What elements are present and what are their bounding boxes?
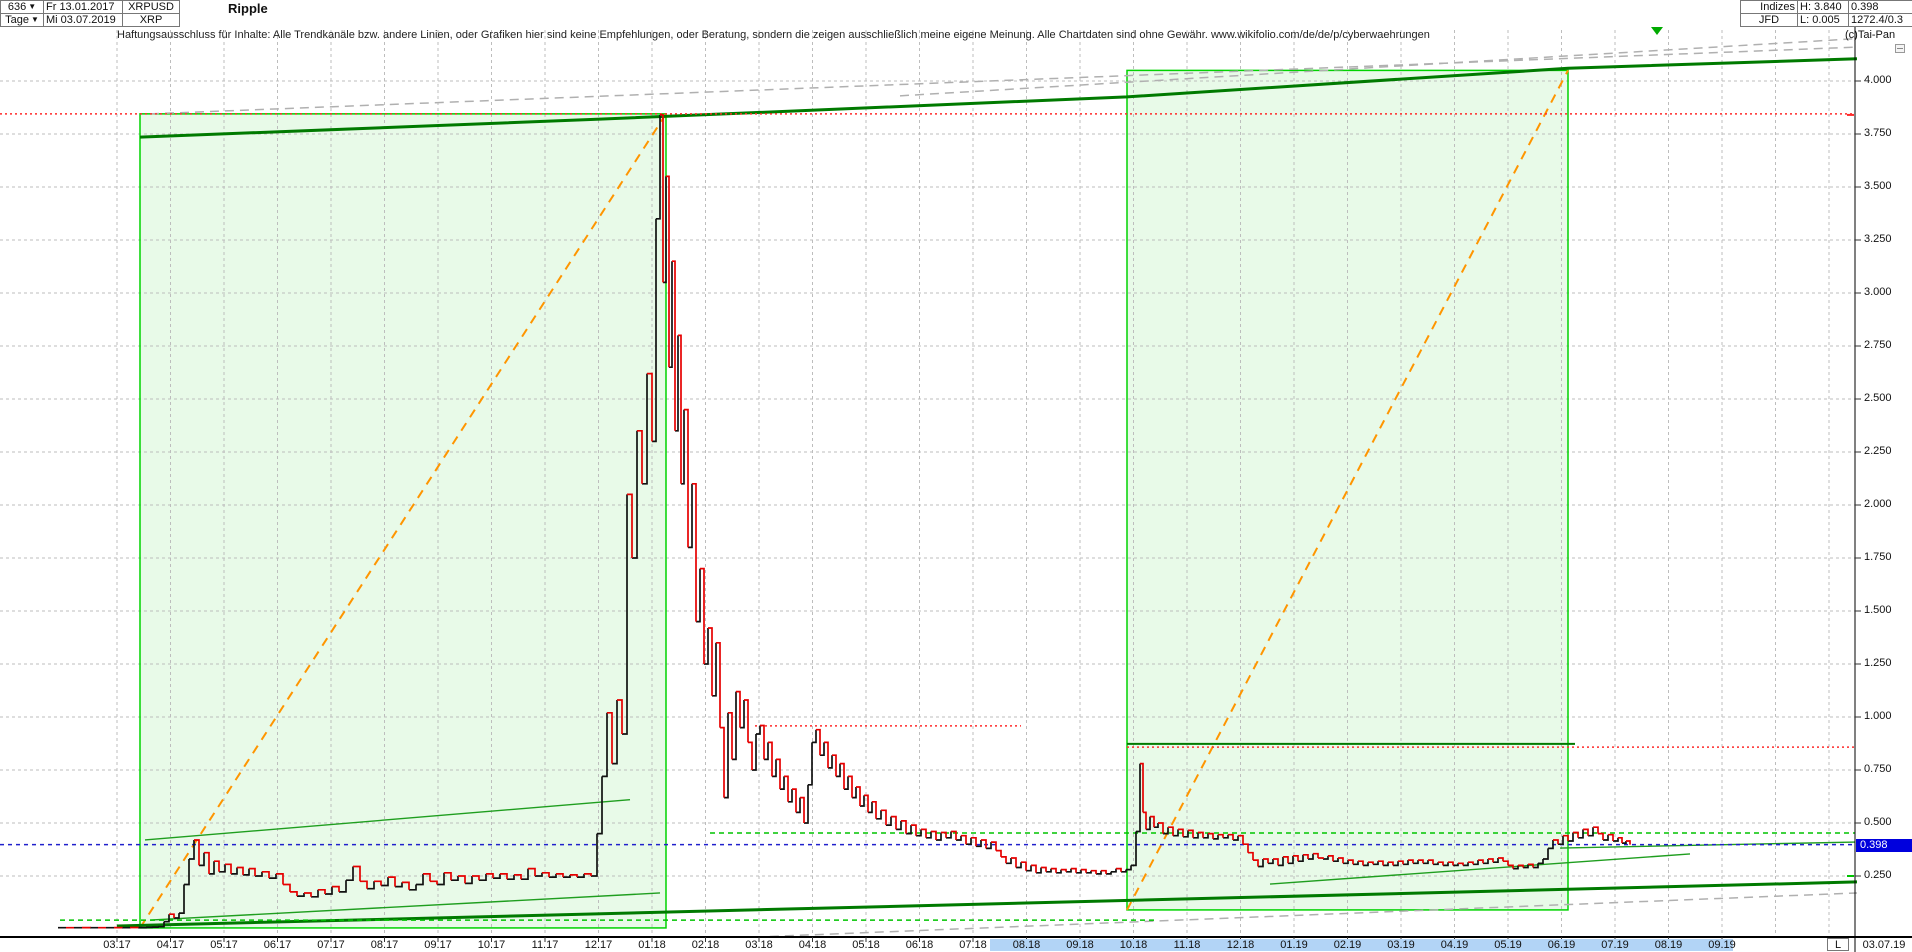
x-axis-label: 04.19 [1440,939,1469,951]
bars-count-dropdown[interactable]: 636 ▼ [0,0,44,14]
feed-label: JFD [1740,13,1798,27]
x-axis-label: 08.19 [1654,939,1683,951]
x-axis-label: 02.18 [691,939,720,951]
x-axis-label: 09.17 [424,939,452,951]
high-value: H: 3.840 [1797,0,1849,14]
volume-info: 1272.4/0.3 [1848,13,1912,27]
x-axis-label: 10.18 [1119,939,1148,951]
y-axis-label: 2.250 [1864,445,1892,457]
x-axis-label: 05.18 [852,939,880,951]
x-axis-label: 06.19 [1547,939,1576,951]
trend-channel-border [139,113,667,929]
y-axis-label: 0.250 [1864,869,1892,881]
low-value: L: 0.005 [1797,13,1849,27]
x-axis-label: 07.19 [1601,939,1629,951]
x-axis-label: 01.19 [1280,939,1308,951]
instrument-name: Ripple [228,1,268,16]
linear-scale-button[interactable]: L [1827,938,1849,951]
x-axis-label: 02.19 [1333,939,1362,951]
gray-parallel-line [899,37,1857,97]
chevron-down-icon: ▼ [28,2,37,11]
cursor-date-label: 03.07.19 [1856,938,1912,952]
trend-channel-border [1126,69,1569,911]
y-axis-label: 1.750 [1864,551,1892,563]
y-axis-label: 3.250 [1864,233,1892,245]
x-axis-label: 08.18 [1012,939,1041,951]
x-axis-label: 05.17 [210,939,238,951]
y-axis-label: 1.500 [1864,604,1892,616]
period-dropdown[interactable]: Tage ▼ [0,13,44,27]
disclaimer-text: Haftungsausschluss für Inhalte: Alle Tre… [117,29,1430,41]
x-axis-label: 09.18 [1066,939,1094,951]
minor-trendline [1269,853,1691,885]
last-price: 0.398 [1848,0,1912,14]
y-axis-label: 0.500 [1864,816,1892,828]
x-axis-label: 03.18 [745,939,773,951]
symbol-short: XRP [122,13,180,27]
x-axis-label: 11.17 [531,939,559,951]
x-axis-label: 12.17 [584,939,613,951]
orange-trend-diagonal [1126,69,1569,911]
x-axis-label: 12.18 [1226,939,1255,951]
price-bars-up [58,114,1627,929]
indizes-label: Indizes [1740,0,1798,14]
marker-triangle-icon [1651,27,1663,35]
x-axis-label: 08.17 [370,939,399,951]
copyright-label: (c)Tai-Pan [1845,29,1896,41]
time-axis-selection[interactable] [990,939,1733,951]
y-axis-label: 3.500 [1864,180,1892,192]
minor-trendline [149,892,661,921]
y-axis-label: 1.250 [1864,657,1892,669]
x-axis-label: 04.18 [798,939,827,951]
symbol-code: XRPUSD [122,0,180,14]
x-axis-label: 05.19 [1494,939,1522,951]
orange-trend-diagonal [139,113,667,929]
x-axis-label: 11.18 [1173,939,1201,951]
y-axis-label: 2.750 [1864,339,1892,351]
x-axis-label: 07.17 [317,939,345,951]
x-axis-label: 01.18 [638,939,666,951]
last-price-badge: 0.398 [1856,839,1912,852]
x-axis-label: 06.17 [263,939,292,951]
y-axis-label: 2.000 [1864,498,1892,510]
x-axis-label: 04.17 [156,939,185,951]
x-axis-label: 07.18 [959,939,987,951]
minor-trendline [144,798,631,841]
lower-trendline [116,880,1857,928]
y-axis-label: 3.750 [1864,127,1892,139]
x-axis-label: 03.19 [1387,939,1415,951]
x-axis-label: 09.19 [1708,939,1736,951]
x-axis-label: 10.17 [477,939,506,951]
chevron-down-icon: ▼ [30,15,39,24]
plot-area[interactable] [0,27,1857,945]
x-axis-label: 06.18 [905,939,934,951]
y-axis-label: 0.750 [1864,763,1892,775]
gray-parallel-line [149,46,1857,115]
date-to: Mi 03.07.2019 [43,13,123,27]
x-axis-label: 03.17 [103,939,131,951]
price-bars-down [66,114,1631,929]
date-from: Fr 13.01.2017 [43,0,123,14]
y-axis-label: 2.500 [1864,392,1892,404]
y-axis-label: 3.000 [1864,286,1892,298]
collapse-icon[interactable] [1895,44,1905,53]
y-axis-label: 1.000 [1864,710,1892,722]
y-axis-label: 4.000 [1864,74,1892,86]
upper-trendline [139,57,1857,139]
